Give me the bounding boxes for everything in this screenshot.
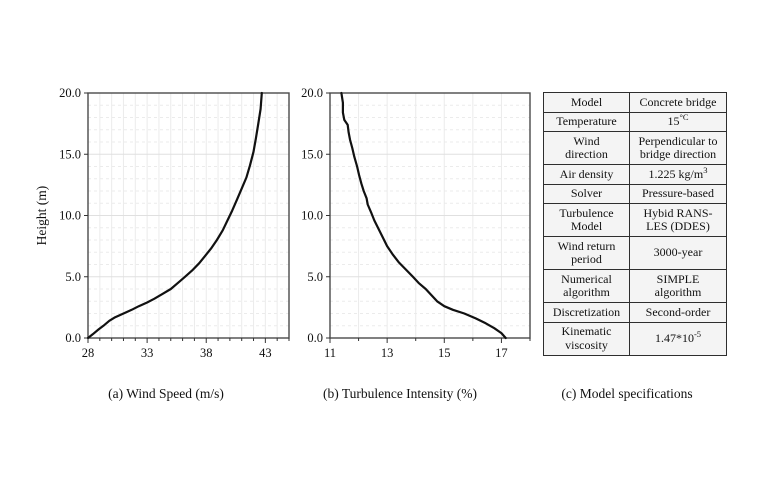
superscript: °C <box>679 112 689 122</box>
spec-label-cell: Wind return period <box>543 236 630 270</box>
table-row: Kinematic viscosity 1.47*10-5 <box>543 321 727 356</box>
spec-label-cell: Wind direction <box>543 131 630 165</box>
y-tick-label: 0.0 <box>65 331 81 345</box>
turbulence-intensity-curve <box>340 91 507 340</box>
y-tick-label: 5.0 <box>65 270 81 284</box>
spec-value-cell: 15°C <box>629 111 727 132</box>
x-tick-label: 28 <box>82 346 95 360</box>
x-tick-label: 17 <box>495 346 508 360</box>
table-row: Model Concrete bridge <box>543 92 727 113</box>
spec-value-cell: Hybid RANS- LES (DDES) <box>629 203 727 237</box>
x-tick-label: 15 <box>438 346 451 360</box>
spec-value-cell: Pressure-based <box>629 183 727 204</box>
spec-value-cell: 1.47*10-5 <box>629 321 727 356</box>
table-row: Solver Pressure-based <box>543 183 727 204</box>
y-axis-title: Height (m) <box>34 186 49 246</box>
caption-model-specifications: (c) Model specifications <box>561 386 693 401</box>
spec-label-cell: Numerical algorithm <box>543 269 630 303</box>
x-tick-label: 43 <box>259 346 272 360</box>
y-tick-label: 15.0 <box>301 147 323 161</box>
y-tick-label: 10.0 <box>59 209 81 223</box>
superscript: -5 <box>693 328 702 339</box>
model-specifications-table: Model Concrete bridge Temperature 15°C Wind … <box>543 92 727 356</box>
y-tick-label: 15.0 <box>59 147 81 161</box>
spec-label-cell: Solver <box>543 183 630 204</box>
table-row: Air density 1.225 kg/m3 <box>543 164 727 185</box>
y-tick-label: 0.0 <box>307 331 323 345</box>
spec-value-cell: Perpendicular to bridge direction <box>629 131 727 165</box>
spec-value-cell: 3000-year <box>629 236 727 270</box>
caption-wind-speed: (a) Wind Speed (m/s) <box>108 386 224 401</box>
spec-label-cell: Turbulence Model <box>543 203 630 237</box>
table-row: Turbulence Model Hybid RANS- LES (DDES) <box>543 203 727 237</box>
spec-value-cell: SIMPLE algorithm <box>629 269 727 303</box>
spec-value-cell: 1.225 kg/m3 <box>629 164 727 185</box>
wind-speed-chart: 28 33 38 43 0.0 5.0 10.0 15.0 20.0 Height (m) <box>30 80 295 385</box>
table-row: Numerical algorithm SIMPLE algorithm <box>543 269 727 303</box>
spec-label-cell: Discretization <box>543 302 630 323</box>
spec-value-cell: Second-order <box>629 302 727 323</box>
spec-value-cell: Concrete bridge <box>629 92 727 113</box>
y-tick-label: 10.0 <box>301 209 323 223</box>
y-tick-label: 5.0 <box>307 270 323 284</box>
spec-label-cell: Air density <box>543 164 630 185</box>
turbulence-intensity-chart: 11 13 15 17 0.0 5.0 10.0 15.0 20.0 <box>295 80 545 385</box>
turbulence-intensity-plot: 11 13 15 17 0.0 5.0 10.0 15.0 20.0 <box>301 86 531 360</box>
table-row: Wind direction Perpendicular to bridge di… <box>543 131 727 165</box>
y-tick-label: 20.0 <box>301 86 323 100</box>
spec-label-cell: Temperature <box>543 111 630 132</box>
table-row: Wind return period 3000-year <box>543 236 727 270</box>
x-tick-label: 38 <box>200 346 213 360</box>
y-tick-label: 20.0 <box>59 86 81 100</box>
spec-label-cell: Kinematic viscosity <box>543 321 630 356</box>
wind-speed-plot: 28 33 38 43 0.0 5.0 10.0 15.0 20.0 Height (m) <box>34 86 290 360</box>
table-row: Temperature 15°C <box>543 111 727 132</box>
caption-turbulence-intensity: (b) Turbulence Intensity (%) <box>322 386 478 401</box>
x-tick-label: 13 <box>381 346 394 360</box>
table-row: Discretization Second-order <box>543 302 727 323</box>
superscript: 3 <box>703 164 708 175</box>
x-tick-label: 11 <box>324 346 336 360</box>
x-tick-label: 33 <box>141 346 154 360</box>
wind-speed-curve <box>87 91 263 340</box>
spec-label-cell: Model <box>543 92 630 113</box>
